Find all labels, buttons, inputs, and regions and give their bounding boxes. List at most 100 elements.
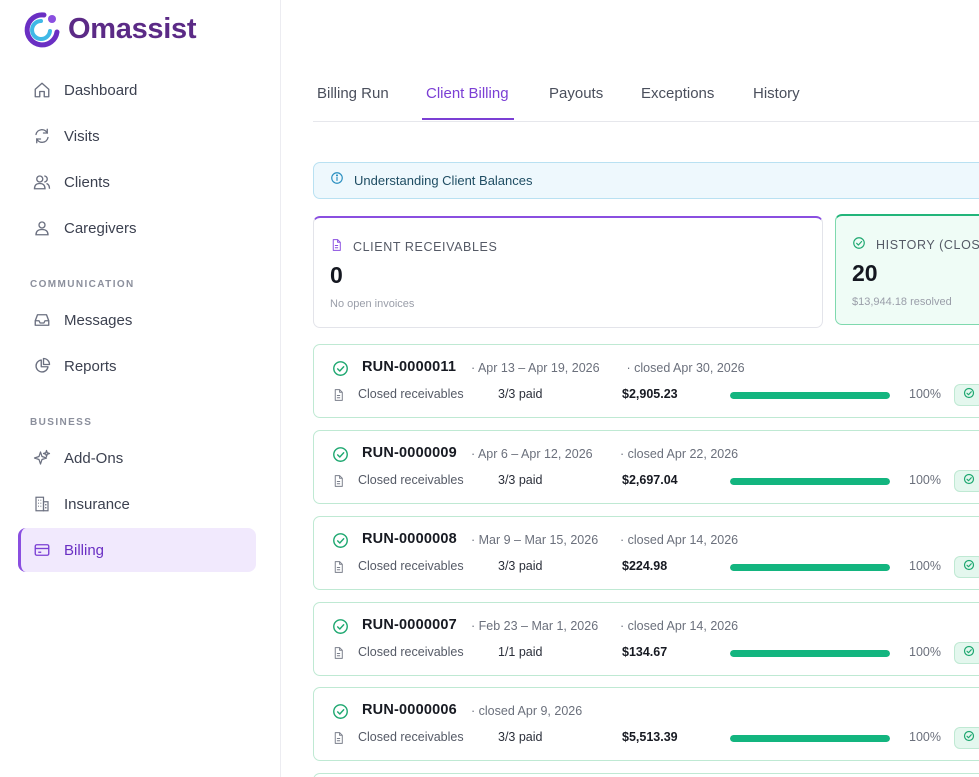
receivables-label: Closed receivables xyxy=(358,559,464,573)
history-card[interactable]: HISTORY (CLOSE 20 $13,944.18 resolved xyxy=(835,214,979,325)
users-icon xyxy=(32,172,52,192)
credit-card-icon xyxy=(32,540,52,560)
progress-bar xyxy=(730,478,890,485)
tab-billing-run[interactable]: Billing Run xyxy=(317,85,389,102)
run-closed-date: · closed Apr 14, 2026 xyxy=(620,533,739,547)
status-badge xyxy=(954,470,979,492)
progress-fill xyxy=(730,478,890,485)
sidebar-item-label: Visits xyxy=(64,127,100,145)
receivables-label: Closed receivables xyxy=(358,645,464,659)
sidebar-item-label: Caregivers xyxy=(64,219,137,237)
sidebar-item-messages[interactable]: Messages xyxy=(18,298,256,342)
document-icon xyxy=(332,388,345,407)
run-amount: $2,697.04 xyxy=(622,473,678,487)
app-logo[interactable]: Omassist xyxy=(20,8,196,50)
run-date-range: · Mar 9 – Mar 15, 2026 xyxy=(471,533,599,547)
document-icon xyxy=(332,474,345,493)
sidebar-item-dashboard[interactable]: Dashboard xyxy=(18,68,256,112)
run-id[interactable]: RUN-0000009 xyxy=(362,445,457,461)
tab-client-billing[interactable]: Client Billing xyxy=(422,85,514,120)
sidebar-item-visits[interactable]: Visits xyxy=(18,114,256,158)
tab-exceptions[interactable]: Exceptions xyxy=(641,85,715,102)
progress-percent: 100% xyxy=(909,645,941,659)
check-circle-icon xyxy=(963,729,975,747)
progress-fill xyxy=(730,564,890,571)
user-icon xyxy=(32,218,52,238)
sidebar-item-label: Reports xyxy=(64,357,117,375)
billing-run-row[interactable]: RUN-0000011 · Apr 13 – Apr 19, 2026 · cl… xyxy=(313,344,979,418)
card-title: CLIENT RECEIVABLES xyxy=(353,239,498,254)
receivables-label: Closed receivables xyxy=(358,473,464,487)
run-date-range: · Apr 13 – Apr 19, 2026 xyxy=(471,361,600,375)
progress-fill xyxy=(730,392,890,399)
billing-run-row[interactable]: RUN-0000008 · Mar 9 – Mar 15, 2026 · clo… xyxy=(313,516,979,590)
client-receivables-card[interactable]: CLIENT RECEIVABLES 0 No open invoices xyxy=(313,216,823,328)
sidebar-item-label: Clients xyxy=(64,173,110,191)
building-icon xyxy=(32,494,52,514)
sidebar-item-caregivers[interactable]: Caregivers xyxy=(18,206,256,250)
run-id[interactable]: RUN-0000006 xyxy=(362,702,457,718)
run-closed-date: · closed Apr 14, 2026 xyxy=(620,619,739,633)
card-subtitle: $13,944.18 resolved xyxy=(852,296,952,308)
check-circle-icon xyxy=(332,703,349,725)
status-badge xyxy=(954,727,979,749)
card-subtitle: No open invoices xyxy=(330,298,415,310)
billing-run-row[interactable]: RUN-0000006 · closed Apr 9, 2026 Closed … xyxy=(313,687,979,761)
document-icon xyxy=(330,238,343,255)
check-circle-icon xyxy=(963,558,975,576)
understanding-balances-banner[interactable]: Understanding Client Balances xyxy=(313,162,979,199)
tab-history[interactable]: History xyxy=(753,85,800,102)
sidebar-item-add-ons[interactable]: Add-Ons xyxy=(18,436,256,480)
run-closed-date: · closed Apr 22, 2026 xyxy=(620,447,739,461)
card-value: 0 xyxy=(330,262,343,288)
paid-count: 3/3 paid xyxy=(498,730,543,744)
run-amount: $134.67 xyxy=(622,645,668,659)
card-title: HISTORY (CLOSE xyxy=(876,237,979,252)
document-icon xyxy=(332,731,345,750)
check-circle-icon xyxy=(963,472,975,490)
billing-run-row[interactable]: RUN-0000009 · Apr 6 – Apr 12, 2026 · clo… xyxy=(313,430,979,504)
sidebar-item-insurance[interactable]: Insurance xyxy=(18,482,256,526)
paid-count: 3/3 paid xyxy=(498,559,543,573)
run-id[interactable]: RUN-0000007 xyxy=(362,617,457,633)
check-circle-icon xyxy=(332,446,349,468)
paid-count: 3/3 paid xyxy=(498,387,543,401)
app-name: Omassist xyxy=(68,12,197,45)
run-amount: $2,905.23 xyxy=(622,387,678,401)
run-date-range: · Feb 23 – Mar 1, 2026 xyxy=(471,619,599,633)
sidebar-item-label: Dashboard xyxy=(64,81,138,99)
sidebar: Omassist Dashboard Visits Clients Caregi… xyxy=(0,0,281,777)
paid-count: 3/3 paid xyxy=(498,473,543,487)
sidebar-item-reports[interactable]: Reports xyxy=(18,344,256,388)
billing-run-row[interactable]: RUN-0000007 · Feb 23 – Mar 1, 2026 · clo… xyxy=(313,602,979,676)
run-closed-date: · closed Apr 30, 2026 xyxy=(626,361,745,375)
run-amount: $5,513.39 xyxy=(622,730,678,744)
document-icon xyxy=(332,560,345,579)
check-circle-icon xyxy=(963,386,975,404)
omassist-logo-icon xyxy=(20,8,62,50)
tab-payouts[interactable]: Payouts xyxy=(549,85,604,102)
progress-bar xyxy=(730,392,890,399)
run-amount: $224.98 xyxy=(622,559,668,573)
progress-bar xyxy=(730,735,890,742)
receivables-label: Closed receivables xyxy=(358,730,464,744)
sidebar-item-clients[interactable]: Clients xyxy=(18,160,256,204)
check-circle-icon xyxy=(332,360,349,382)
check-circle-icon xyxy=(963,644,975,662)
paid-count: 1/1 paid xyxy=(498,645,543,659)
progress-bar xyxy=(730,564,890,571)
home-icon xyxy=(32,80,52,100)
run-closed-date: · closed Apr 9, 2026 xyxy=(471,704,583,718)
progress-percent: 100% xyxy=(909,559,941,573)
info-icon xyxy=(330,171,344,190)
progress-percent: 100% xyxy=(909,730,941,744)
progress-fill xyxy=(730,735,890,742)
sidebar-item-billing[interactable]: Billing xyxy=(18,528,256,572)
sidebar-item-label: Insurance xyxy=(64,495,130,513)
run-id[interactable]: RUN-0000011 xyxy=(362,359,457,375)
billing-tabs: Billing Run Client Billing Payouts Excep… xyxy=(313,70,979,122)
refresh-icon xyxy=(32,126,52,146)
status-badge xyxy=(954,384,979,406)
check-circle-icon xyxy=(852,236,866,253)
run-id[interactable]: RUN-0000008 xyxy=(362,531,457,547)
